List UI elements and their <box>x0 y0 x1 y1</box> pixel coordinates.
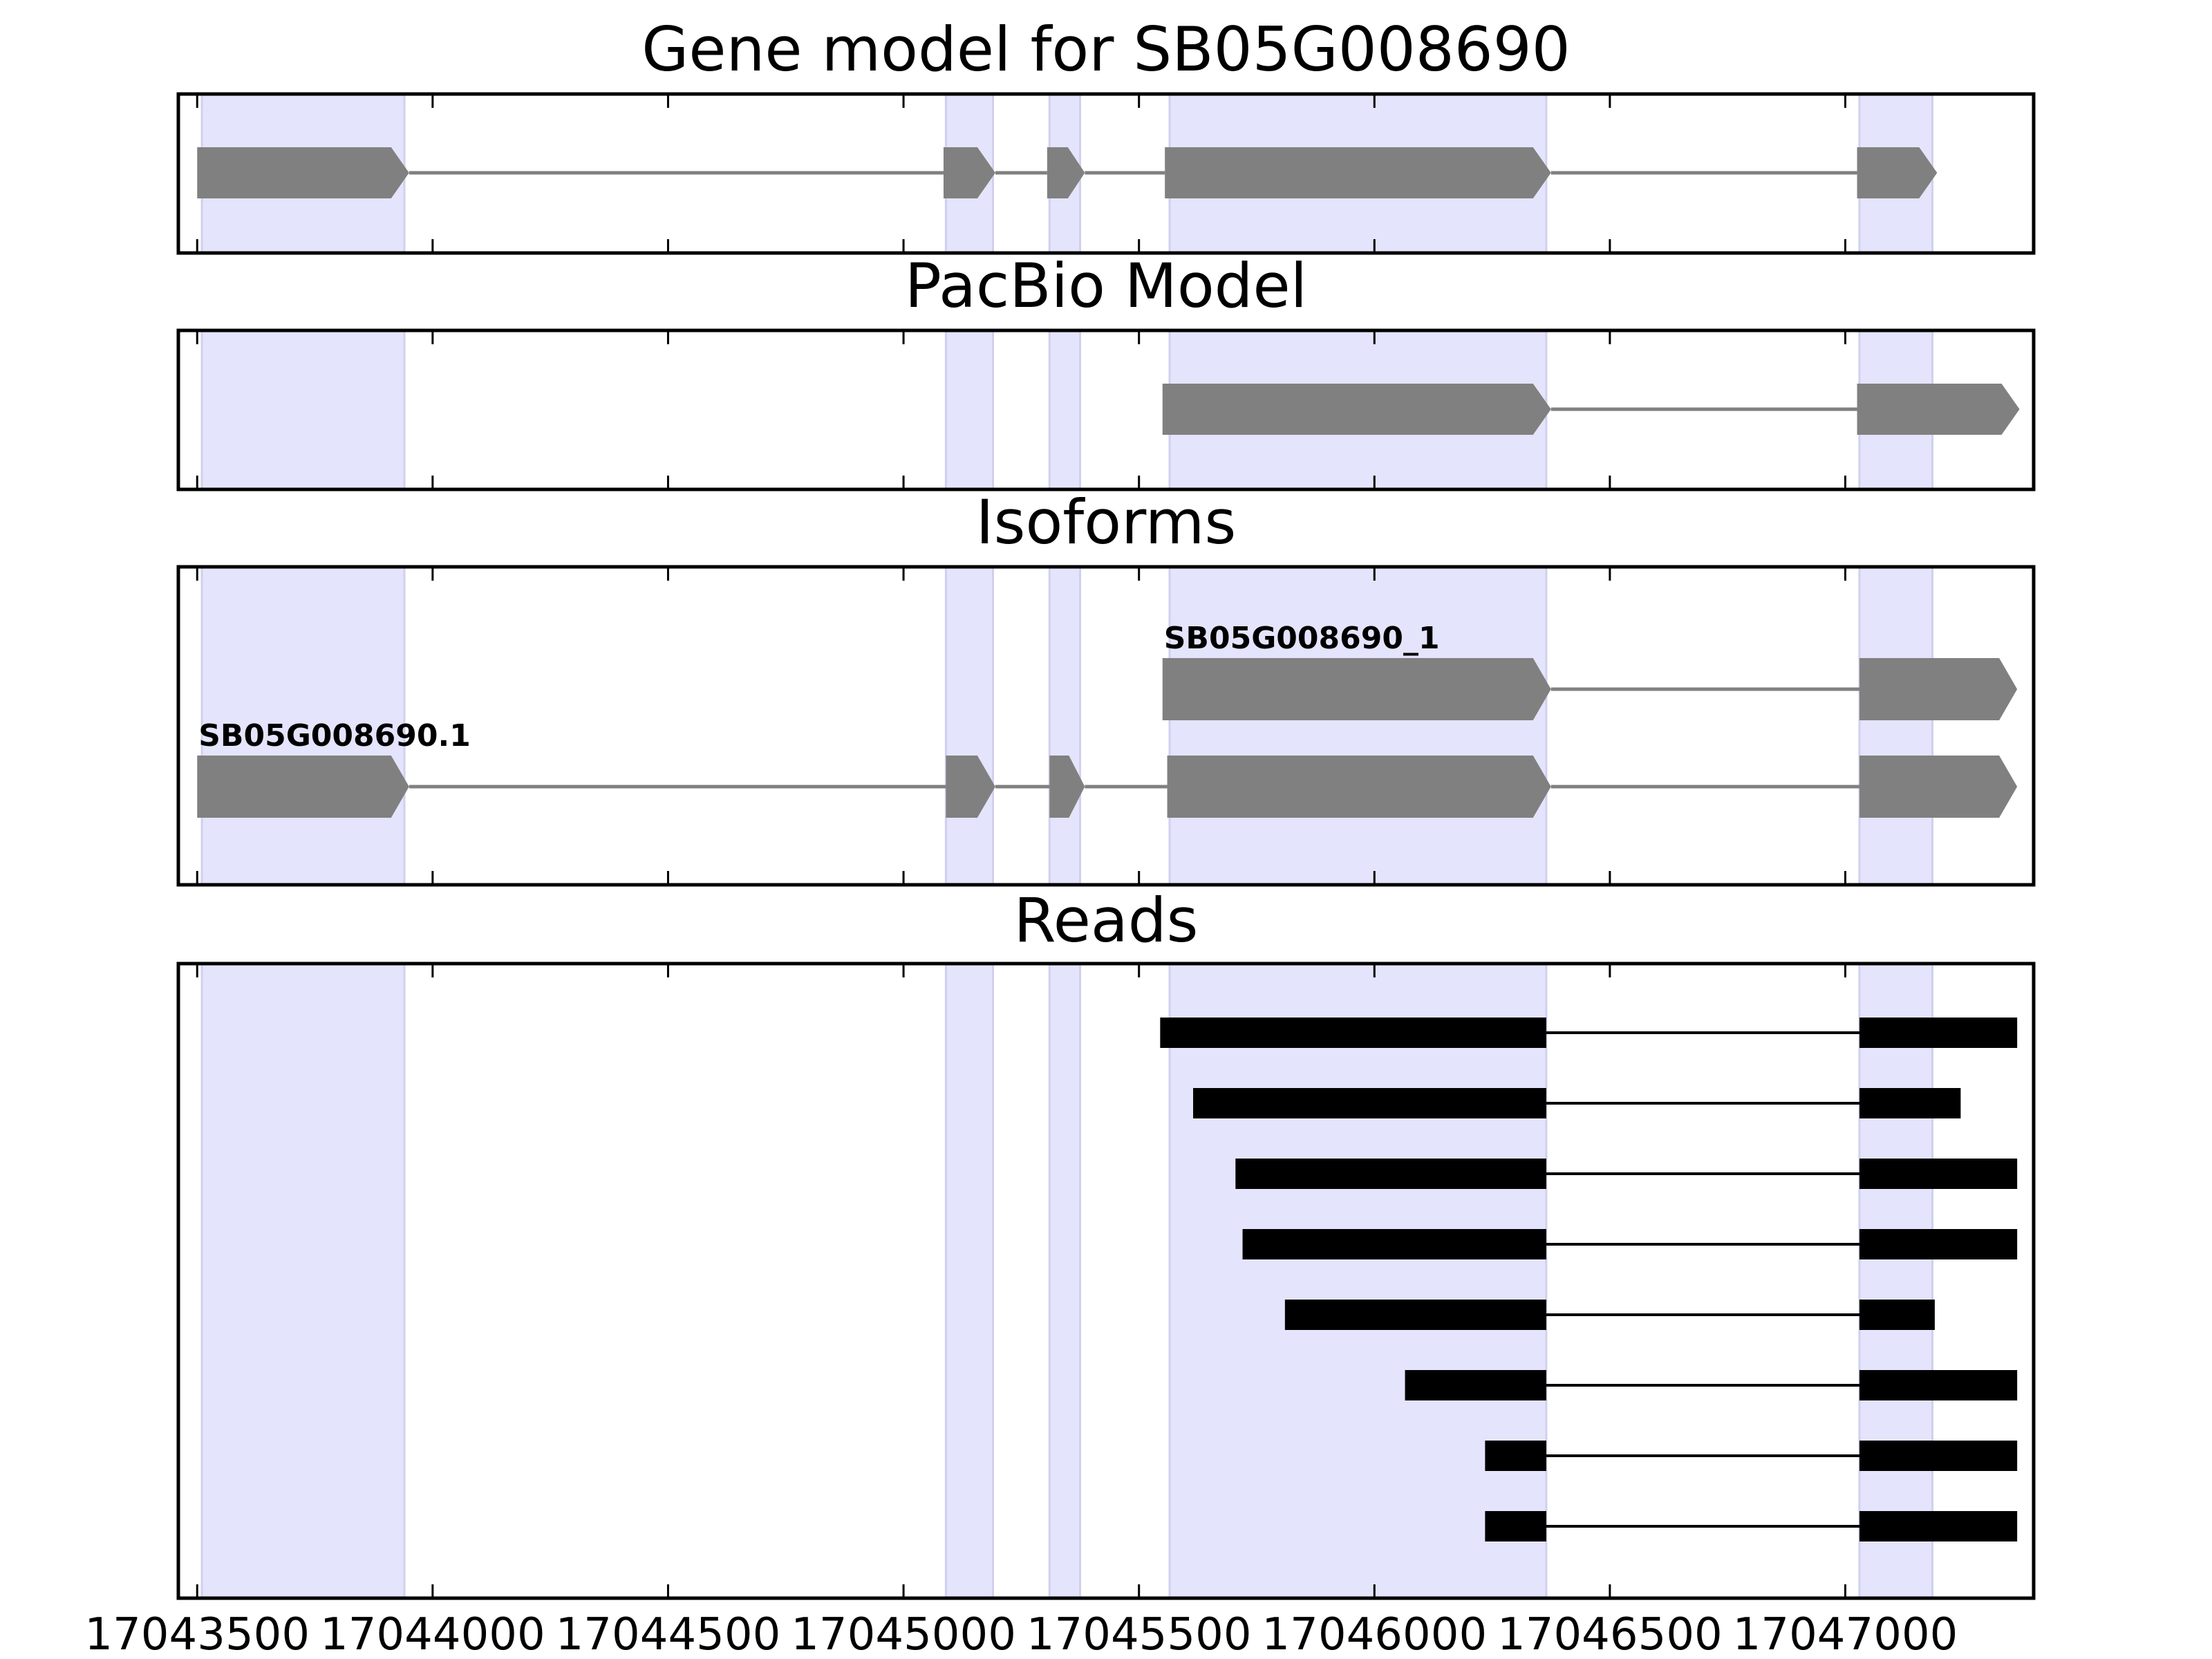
exon-block <box>1859 756 2018 818</box>
exon-block <box>1047 147 1085 198</box>
panel-reads: Reads <box>176 885 2036 1600</box>
panel-title: Gene model for SB05G008690 <box>641 14 1571 85</box>
isoform-label: SB05G008690.1 <box>198 718 471 753</box>
highlight-region <box>944 962 995 1600</box>
read-block <box>1284 1300 1546 1330</box>
x-tick-label: 17044000 <box>320 1609 545 1659</box>
read-block <box>1859 1370 2018 1400</box>
highlight-region <box>1168 565 1548 886</box>
read-block <box>1859 1511 2018 1541</box>
panel-title: PacBio Model <box>905 250 1307 321</box>
highlight-region <box>944 329 995 491</box>
isoform-label: SB05G008690_1 <box>1164 621 1440 656</box>
exon-block <box>197 756 409 818</box>
x-tick-label: 17045500 <box>1027 1609 1252 1659</box>
read-block <box>1859 1229 2018 1259</box>
panel-title: Isoforms <box>976 487 1237 558</box>
read-block <box>1405 1370 1546 1400</box>
panel-pacbio-model: PacBio Model <box>176 250 2036 491</box>
highlight-region <box>1048 962 1082 1600</box>
exon-block <box>1859 658 2018 720</box>
read-block <box>1859 1159 2018 1189</box>
exon-block <box>946 756 995 818</box>
x-tick-label: 17046500 <box>1497 1609 1723 1659</box>
exon-block <box>1162 658 1551 720</box>
panel-gene-model: Gene model for SB05G008690 <box>176 14 2036 255</box>
read-block <box>1485 1441 1546 1471</box>
read-block <box>1859 1441 2018 1471</box>
read-block <box>1485 1511 1546 1541</box>
panel-frame <box>176 92 2036 255</box>
read-block <box>1859 1088 1961 1118</box>
read-block <box>1193 1088 1546 1118</box>
panel-isoforms: SB05G008690_1 SB05G008690.1 Isoforms <box>176 487 2036 887</box>
read-block <box>1859 1018 2018 1048</box>
panel-frame <box>176 962 2036 1600</box>
panel-title: Reads <box>1014 885 1199 956</box>
exon-block <box>1167 756 1551 818</box>
x-tick-label: 17044500 <box>556 1609 781 1659</box>
exon-block <box>1857 384 2020 435</box>
highlight-region <box>1048 565 1082 886</box>
highlight-region <box>1048 329 1082 491</box>
exon-block <box>1165 147 1551 198</box>
x-tick-label: 17045000 <box>791 1609 1016 1659</box>
exon-block <box>1857 147 1938 198</box>
exon-block <box>1162 384 1551 435</box>
highlight-region <box>200 962 406 1600</box>
highlight-region <box>1858 565 1934 886</box>
read-block <box>1859 1300 1935 1330</box>
highlight-region <box>200 329 406 491</box>
x-tick-label: 17046000 <box>1262 1609 1487 1659</box>
panels-group: Gene model for SB05G008690 PacBio Model SB… <box>84 14 2036 1659</box>
highlight-region <box>944 565 995 886</box>
exon-block <box>197 147 409 198</box>
x-tick-label: 17047000 <box>1733 1609 1958 1659</box>
read-block <box>1235 1159 1546 1189</box>
highlight-region <box>200 565 406 886</box>
read-block <box>1242 1229 1546 1259</box>
read-block <box>1160 1018 1546 1048</box>
x-tick-label: 17043500 <box>84 1609 310 1659</box>
panel-frame <box>176 328 2036 491</box>
panel-frame <box>176 565 2036 887</box>
exon-block <box>943 147 995 198</box>
exon-block <box>1049 756 1085 818</box>
highlight-region <box>1858 962 1934 1600</box>
highlight-region <box>1168 962 1548 1600</box>
